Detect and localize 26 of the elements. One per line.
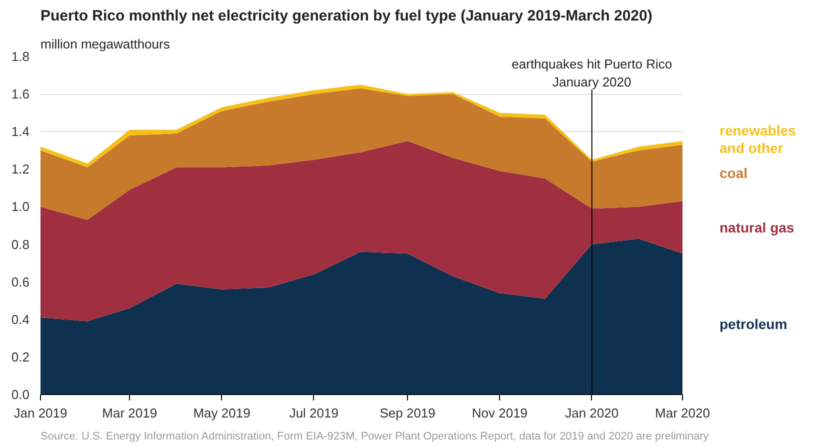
y-axis-title: million megawatthours: [40, 36, 170, 52]
x-tick-label: Jul 2019: [289, 406, 338, 420]
text: natural gas: [720, 219, 794, 236]
source-note: Source: U.S. Energy Information Administration, Form EIA-923M, Power Plant Operations Report, data for 2019 and 2020 are preliminary: [40, 430, 710, 442]
text: petroleum: [720, 316, 788, 332]
text: renewables and other: [720, 122, 796, 156]
y-tick-label: 1.6: [11, 86, 30, 102]
x-tick-label: Mar 2020: [655, 406, 710, 420]
y-tick-label: 0.8: [11, 236, 30, 252]
y-tick-label: 0.2: [11, 349, 30, 364]
y-tick-label: 0.4: [11, 312, 30, 327]
x-tick-label: Jan 2020: [565, 406, 619, 420]
text: coal: [720, 164, 748, 181]
y-tick-label: 0.0: [11, 387, 30, 402]
y-tick-label: 1.8: [11, 49, 30, 64]
y-tick-label: 1.4: [11, 124, 30, 140]
y-tick-label: 0.6: [11, 274, 30, 290]
x-tick-label: May 2019: [193, 406, 250, 420]
x-tick-label: Jan 2019: [14, 406, 68, 420]
x-tick-label: Sep 2019: [380, 406, 436, 420]
ref-line-label: earthquakes hit Puerto Rico January 2020: [512, 56, 672, 90]
x-tick-label: Nov 2019: [472, 406, 528, 420]
x-tick-label: Mar 2019: [102, 406, 158, 420]
y-tick-label: 1.0: [11, 199, 30, 214]
y-tick-label: 1.2: [11, 162, 30, 177]
chart-title: Puerto Rico monthly net electricity generation by fuel type (January 2019-March 2020): [40, 8, 652, 24]
